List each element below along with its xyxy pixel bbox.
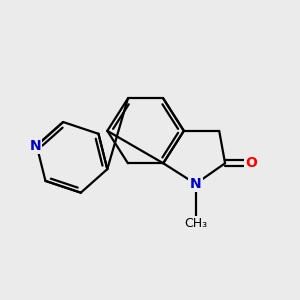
Text: N: N xyxy=(29,139,41,153)
Text: O: O xyxy=(246,156,257,170)
Text: N: N xyxy=(190,177,202,191)
Text: CH₃: CH₃ xyxy=(184,217,207,230)
